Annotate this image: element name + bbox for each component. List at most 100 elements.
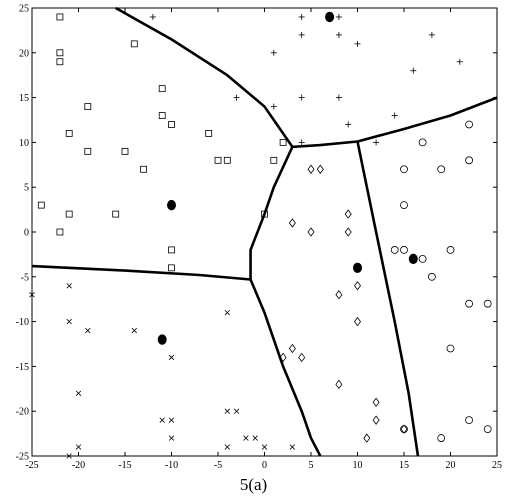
square-marker [140, 165, 148, 173]
plus-marker [410, 67, 417, 74]
plus-marker [270, 103, 277, 110]
circle-marker [465, 120, 474, 129]
circle-marker [437, 165, 446, 174]
boundary-line-0 [115, 6, 294, 148]
circle-marker [465, 156, 474, 165]
x-marker [75, 390, 82, 396]
x-marker [243, 435, 249, 441]
circle-marker [427, 272, 436, 281]
x-marker [224, 408, 230, 414]
plus-marker [373, 139, 380, 146]
diamond-marker [279, 352, 287, 363]
circle-marker [483, 425, 492, 434]
x-tick-label: 15 [399, 460, 409, 471]
square-marker [37, 201, 45, 209]
circle-marker [465, 299, 474, 308]
diamond-marker [354, 316, 361, 327]
square-marker [56, 13, 64, 21]
y-tick-label: -10 [16, 317, 29, 328]
y-tick-label: 10 [19, 138, 29, 149]
y-tick-label: 5 [24, 183, 29, 194]
boundary-line-3 [249, 146, 294, 280]
y-tick-label: -5 [21, 272, 29, 283]
centroid-points [157, 11, 418, 345]
axis-tick-labels: -25 -20 -15 -10 -5 0 5 10 15 20 25 -25 -20 -15 -10 -5 0 5… [16, 4, 502, 472]
circle-marker [390, 246, 399, 254]
diamond-marker [372, 415, 380, 425]
plus-marker [298, 13, 305, 20]
square-marker [65, 130, 73, 137]
x-tick-label: -25 [25, 460, 38, 471]
x-tick-label: 5 [309, 460, 314, 471]
square-marker [158, 85, 166, 93]
square-marker [121, 147, 129, 155]
x-marker [224, 309, 230, 316]
diamond-marker [344, 209, 352, 219]
diamond-marker [372, 397, 380, 407]
centroid-1 [167, 199, 176, 211]
square-marker [65, 210, 73, 218]
x-tick-label: 0 [262, 460, 267, 471]
centroid-2 [157, 334, 167, 345]
region-boundaries [31, 6, 498, 457]
y-tick-label: 0 [24, 228, 29, 239]
square-marker [214, 156, 222, 164]
square-marker [56, 228, 64, 236]
data-points [29, 13, 492, 459]
x-marker [233, 408, 240, 414]
plus-marker [345, 121, 352, 128]
plus-marker [428, 31, 435, 38]
square-marker [158, 112, 166, 119]
circle-marker [400, 246, 408, 254]
plus-marker [149, 13, 156, 20]
plot-area-frame [31, 7, 498, 457]
plus-marker [456, 58, 463, 65]
square-marker [223, 156, 231, 164]
x-marker [66, 318, 72, 325]
centroid-3 [353, 262, 362, 274]
diamond-marker [400, 424, 408, 434]
square-marker [205, 130, 213, 137]
plus-marker [298, 94, 305, 101]
boundary-line-4 [31, 264, 251, 281]
axis-ticks [31, 7, 498, 457]
x-tick-label: -5 [214, 460, 222, 471]
centroid-0 [325, 11, 335, 23]
x-tick-label: -10 [165, 460, 178, 471]
x-tick-label: 25 [492, 460, 502, 471]
boundary-line-6 [356, 141, 420, 457]
x-tick-label: -20 [72, 460, 85, 471]
x-marker [168, 417, 175, 423]
square-marker [56, 49, 64, 57]
diamond-marker [288, 218, 296, 228]
square-marker [112, 210, 120, 218]
circle-marker [400, 165, 408, 174]
x-marker [168, 435, 175, 441]
diamond-marker [307, 164, 315, 174]
square-marker [84, 103, 92, 110]
square-marker [168, 246, 175, 254]
y-tick-label: 15 [19, 93, 29, 104]
circle-marker [465, 416, 474, 425]
circle-marker [483, 299, 492, 308]
diamond-marker [335, 379, 343, 389]
x-marker [261, 444, 268, 450]
square-marker [130, 40, 138, 48]
x-tick-label: 20 [446, 460, 456, 471]
circle-marker [418, 254, 427, 263]
x-tick-label: -15 [118, 460, 131, 471]
circle-marker [446, 246, 455, 254]
square-marker [270, 156, 278, 164]
figure-caption: 5(a) [239, 475, 268, 494]
x-marker [168, 354, 175, 361]
circle-marker [446, 344, 455, 353]
circle-marker [400, 425, 408, 434]
scatter-plot: -25 -20 -15 -10 -5 0 5 10 15 20 25 -25 -20 -15 -10 -5 0 5… [16, 4, 502, 472]
circle-marker [400, 201, 408, 210]
plus-marker [354, 40, 361, 47]
x-tick-label: 10 [353, 460, 363, 471]
x-marker [66, 453, 72, 459]
plus-marker [335, 94, 342, 101]
square-marker [279, 138, 287, 146]
plus-marker [298, 139, 305, 146]
